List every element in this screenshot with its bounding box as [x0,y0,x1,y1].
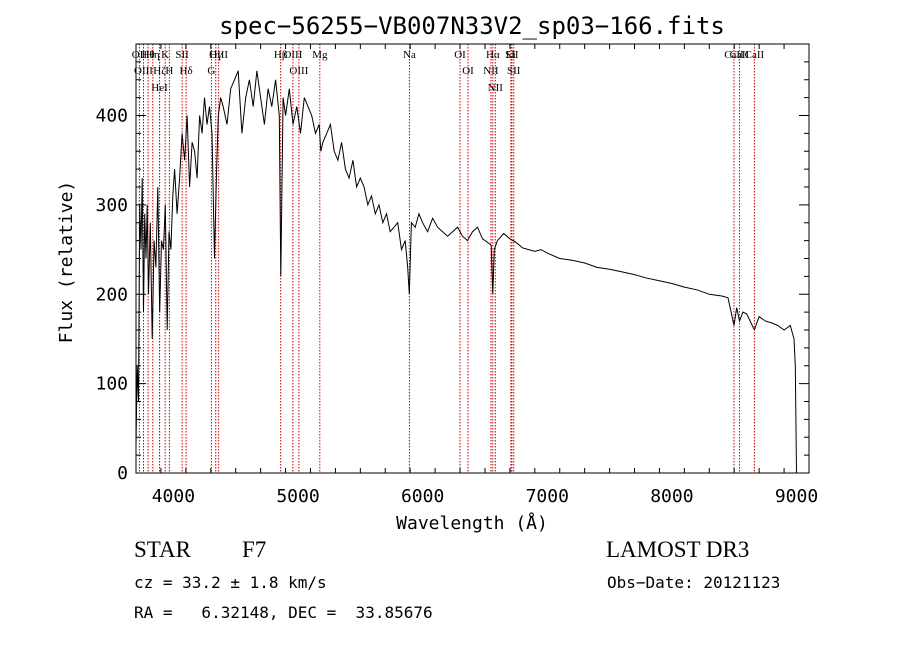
line-label: CaII [745,49,765,61]
line-label: HeI [151,82,168,94]
subclass-label: F7 [242,537,267,562]
y-tick-label: 400 [95,106,128,127]
line-label: OIII [134,65,153,77]
y-tick-label: 100 [95,374,128,395]
x-tick-label: 4000 [152,486,195,507]
line-label: OI [454,49,466,61]
line-label: OIII [283,49,302,61]
x-axis-label: Wavelength (Å) [396,512,548,534]
y-tick-label: 200 [95,284,128,305]
line-label: SII [175,49,189,61]
line-label: SII [507,65,521,77]
spectrum-line [135,70,797,474]
line-label: NII [483,65,499,77]
line-label: Hη [146,49,160,61]
line-label: K [161,49,169,61]
x-tick-label: 8000 [650,486,693,507]
line-label: Hθ [141,49,154,61]
line-label: OI [462,65,474,77]
class-label: STAR [134,537,191,562]
line-label: G [207,65,215,77]
spectrum-layer [135,70,797,474]
line-label: Hβ [274,49,288,61]
line-label: OIII [209,49,228,61]
line-label: OII [132,49,148,61]
line-label: Hγ [209,49,222,61]
y-tick-label: 300 [95,195,128,216]
plot-frame [135,43,810,474]
line-label: Hδ [180,65,193,77]
obs-date-readout: Obs−Date: 20121123 [607,573,781,592]
line-label: Hα [486,49,500,61]
line-label: Na [403,49,416,61]
survey-label: LAMOST DR3 [606,537,750,562]
line-label: CaII [724,49,744,61]
line-label: Li [506,49,516,61]
line-label: Hζ [153,65,166,77]
line-label: CaII [730,49,750,61]
coordinates-readout: RA = 6.32148, DEC = 33.85676 [134,603,433,622]
line-label: H [165,65,173,77]
x-axis: 4000 5000 6000 7000 8000 9000 [135,44,818,507]
y-tick-label: 0 [117,463,128,484]
redshift-readout: cz = 33.2 ± 1.8 km/s [134,573,327,592]
line-label: Mg [312,49,328,61]
line-label: SII [505,49,519,61]
x-tick-label: 5000 [276,486,319,507]
x-tick-label: 7000 [526,486,569,507]
line-markers [138,44,755,473]
chart-title: spec−56255−VB007N33V2_sp03−166.fits [219,12,725,40]
x-tick-label: 6000 [401,486,444,507]
y-axis: 0 100 200 300 400 [95,43,809,484]
line-label: NII [488,82,504,94]
x-tick-label: 9000 [775,486,818,507]
line-label: OIII [289,65,308,77]
y-axis-label: Flux (relative) [56,181,77,344]
